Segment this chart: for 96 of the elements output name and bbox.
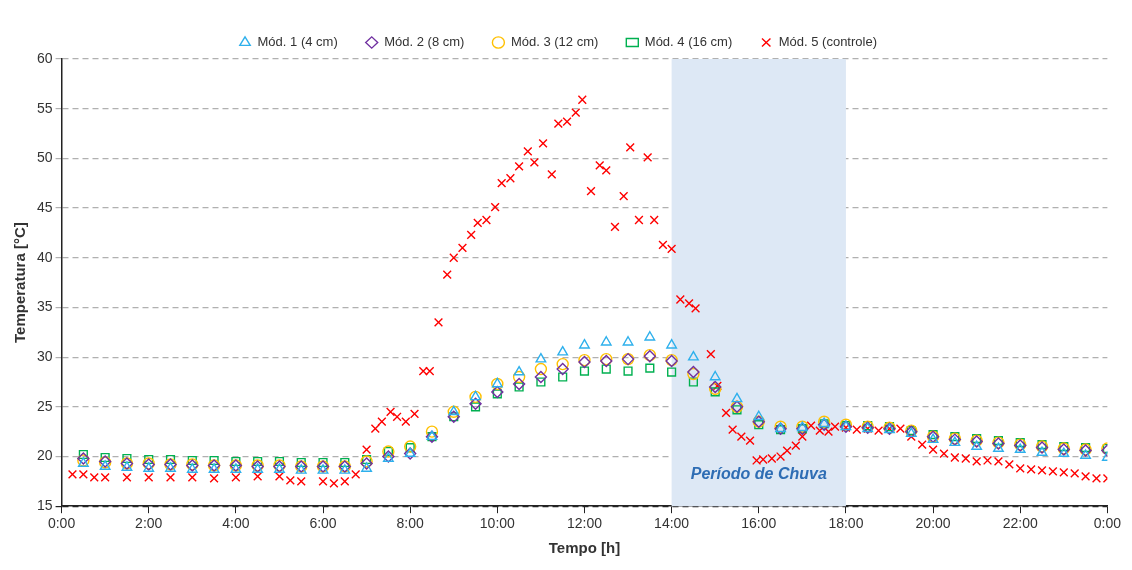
point	[208, 463, 220, 473]
point	[1014, 443, 1026, 454]
y-axis-title: Temperatura [°C]	[11, 222, 29, 343]
x-tick-label: 2:00	[135, 515, 163, 532]
legend-label: Mód. 3 (12 cm)	[510, 34, 599, 50]
y-tick-label: 20	[36, 447, 53, 464]
point	[535, 352, 547, 363]
point	[667, 367, 677, 377]
point	[187, 455, 197, 466]
point	[253, 456, 263, 467]
point	[231, 456, 241, 467]
point	[557, 345, 569, 356]
point	[579, 366, 590, 376]
x-tick-label: 18:00	[828, 515, 864, 532]
point	[470, 402, 481, 412]
point	[78, 449, 88, 460]
point	[688, 377, 698, 387]
point	[361, 462, 373, 472]
point	[556, 357, 569, 371]
x-tick-label: 12:00	[566, 515, 603, 532]
point	[666, 339, 678, 349]
point	[425, 425, 439, 438]
x-tick-label: 8:00	[396, 515, 425, 532]
point	[340, 457, 350, 468]
point	[534, 370, 548, 384]
point	[971, 440, 983, 451]
point	[100, 452, 110, 463]
y-tick-label: 40	[36, 248, 53, 265]
point	[469, 397, 482, 411]
x-tick-label: 0:00	[1093, 515, 1122, 532]
y-tick-label: 45	[36, 198, 53, 215]
point	[144, 454, 154, 465]
point	[99, 460, 111, 470]
point	[1080, 449, 1092, 459]
point	[558, 372, 568, 382]
point	[317, 464, 329, 474]
point	[492, 389, 502, 399]
point	[601, 364, 611, 374]
legend-label: Mód. 1 (4 cm)	[257, 34, 338, 50]
y-tick-label: 30	[36, 347, 53, 364]
y-tick-label: 50	[36, 149, 53, 166]
point	[122, 453, 132, 464]
point	[732, 405, 742, 415]
point	[992, 442, 1004, 453]
y-tick-label: 60	[36, 49, 53, 66]
point	[754, 420, 764, 430]
point	[165, 454, 176, 465]
x-tick-label: 22:00	[1002, 515, 1038, 532]
point	[165, 462, 176, 472]
point	[318, 457, 328, 468]
point	[687, 350, 699, 361]
band-label: Período de Chuva	[690, 464, 827, 482]
point	[339, 464, 351, 474]
point	[512, 377, 526, 391]
legend-label: Mód. 5 (controle)	[778, 34, 877, 50]
point	[230, 463, 242, 473]
y-tick-label: 35	[36, 298, 53, 315]
x-tick-label: 4:00	[222, 515, 250, 532]
point	[491, 385, 504, 399]
point	[556, 362, 569, 376]
point	[645, 363, 655, 373]
point	[709, 370, 721, 381]
x-tick-label: 0:00	[47, 515, 76, 532]
point	[1058, 447, 1070, 457]
x-tick-label: 20:00	[915, 515, 951, 532]
point	[534, 362, 548, 376]
point	[600, 336, 612, 346]
point	[731, 392, 743, 403]
point	[209, 455, 219, 466]
x-tick-label: 14:00	[654, 515, 690, 532]
point	[296, 457, 306, 468]
point	[1036, 446, 1048, 456]
point	[513, 365, 525, 376]
point	[710, 387, 720, 397]
point	[274, 456, 285, 467]
x-tick-label: 10:00	[479, 515, 516, 532]
y-tick-label: 25	[36, 397, 53, 414]
point	[536, 377, 546, 387]
point	[644, 331, 656, 341]
y-tick-label: 15	[36, 497, 53, 514]
point	[121, 461, 133, 471]
legend-label: Mód. 4 (16 cm)	[644, 34, 733, 50]
point	[514, 382, 524, 392]
point	[753, 410, 765, 421]
point	[295, 464, 307, 474]
y-tick-label: 55	[36, 99, 53, 116]
point	[622, 336, 634, 346]
point	[186, 463, 198, 473]
x-tick-label: 6:00	[309, 515, 337, 532]
point	[143, 462, 155, 472]
point	[512, 370, 526, 384]
point	[623, 366, 633, 376]
legend-label: Mód. 2 (8 cm)	[384, 34, 465, 50]
x-axis-title: Tempo [h]	[548, 539, 621, 557]
x-tick-label: 16:00	[741, 515, 777, 532]
point	[579, 339, 590, 349]
